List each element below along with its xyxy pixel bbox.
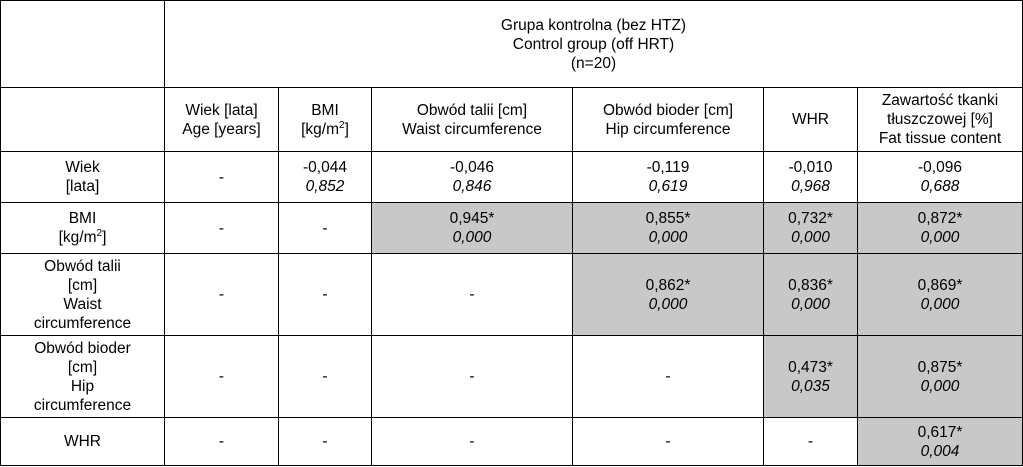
corner-cell-2: [0, 87, 165, 152]
col-header-bmi: BMI [kg/m2]: [278, 87, 372, 152]
group-header-polish: Grupa kontrolna (bez HTZ): [500, 16, 687, 34]
table-cell: 0,732* 0,000: [763, 202, 858, 254]
row-header-hip: Obwód bioder [cm] Hip circumference: [0, 335, 165, 418]
table-cell: 0,945* 0,000: [371, 202, 573, 254]
table-cell: -: [278, 202, 372, 254]
table-cell: 0,617* 0,004: [857, 417, 1023, 466]
col-header-fat: Zawartość tkanki tłuszczowej [%] Fat tis…: [857, 87, 1023, 152]
row-header-waist: Obwód talii [cm] Waist circumference: [0, 253, 165, 336]
table-cell: 0,855* 0,000: [572, 202, 764, 254]
table-row-whr: WHR - - - - - 0,617* 0,004: [0, 417, 1023, 466]
table-cell: -: [371, 335, 573, 418]
column-header-row: Wiek [lata] Age [years] BMI [kg/m2] Obwó…: [0, 87, 1023, 152]
table-row-hip: Obwód bioder [cm] Hip circumference - - …: [0, 335, 1023, 418]
col-header-hip: Obwód bioder [cm] Hip circumference: [572, 87, 764, 152]
table-cell: -: [164, 335, 279, 418]
table-cell: -: [572, 335, 764, 418]
row-header-bmi: BMI [kg/m2]: [0, 202, 165, 254]
table-cell: 0,862* 0,000: [572, 253, 764, 336]
table-cell: -: [572, 417, 764, 466]
table-cell: 0,473* 0,035: [763, 335, 858, 418]
table-cell: -: [164, 151, 279, 203]
group-header-n: (n=20): [570, 54, 617, 72]
table-cell: -0,010 0,968: [763, 151, 858, 203]
table-cell: -: [278, 417, 372, 466]
col-header-age: Wiek [lata] Age [years]: [164, 87, 279, 152]
row-header-age: Wiek [lata]: [0, 151, 165, 203]
table-cell: 0,872* 0,000: [857, 202, 1023, 254]
col-header-waist: Obwód talii [cm] Waist circumference: [371, 87, 573, 152]
table-cell: -: [278, 253, 372, 336]
table-cell: 0,836* 0,000: [763, 253, 858, 336]
group-header-row: Grupa kontrolna (bez HTZ) Control group …: [0, 0, 1023, 88]
row-header-whr: WHR: [0, 417, 165, 466]
table-row-bmi: BMI [kg/m2] - - 0,945* 0,000 0,855* 0,000 …: [0, 202, 1023, 254]
table-cell: -0,119 0,619: [572, 151, 764, 203]
table-cell: -0,044 0,852: [278, 151, 372, 203]
table-cell: 0,875* 0,000: [857, 335, 1023, 418]
table-row-waist: Obwód talii [cm] Waist circumference - -…: [0, 253, 1023, 336]
table-cell: -: [164, 253, 279, 336]
group-header-english: Control group (off HRT): [512, 35, 675, 53]
col-header-whr: WHR: [763, 87, 858, 152]
table-row-age: Wiek [lata] - -0,044 0,852 -0,046 0,846 -0…: [0, 151, 1023, 203]
corner-cell: [0, 0, 165, 88]
table-cell: -: [371, 253, 573, 336]
table-cell: -: [278, 335, 372, 418]
table-cell: -: [371, 417, 573, 466]
group-header: Grupa kontrolna (bez HTZ) Control group …: [164, 0, 1023, 88]
table-cell: -0,046 0,846: [371, 151, 573, 203]
table-cell: -: [164, 202, 279, 254]
table-cell: -: [164, 417, 279, 466]
table-cell: 0,869* 0,000: [857, 253, 1023, 336]
table-cell: -0,096 0,688: [857, 151, 1023, 203]
table-cell: -: [763, 417, 858, 466]
